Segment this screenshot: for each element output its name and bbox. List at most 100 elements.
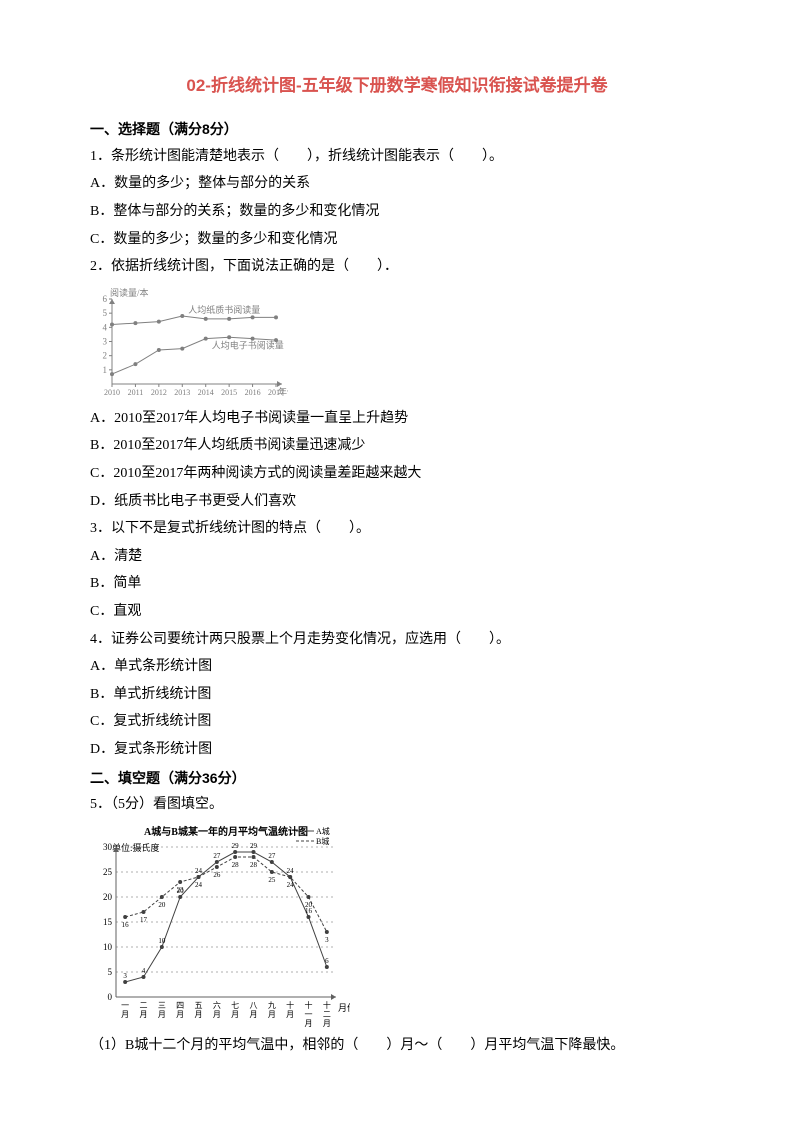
- q3-opt-b: B．简单: [90, 571, 704, 598]
- q2-opt-b: B．2010至2017年人均纸质书阅读量迅速减少: [90, 433, 704, 460]
- svg-text:月: 月: [250, 1010, 258, 1019]
- svg-text:24: 24: [287, 867, 295, 875]
- svg-text:24: 24: [195, 881, 203, 889]
- svg-text:三: 三: [158, 1001, 166, 1010]
- q4-opt-d: D．复式条形统计图: [90, 737, 704, 764]
- chart-temperature-svg: A城与B城某一年的月平均气温统计图A城B城单位:摄氏度510152025300一…: [90, 823, 350, 1029]
- svg-text:10: 10: [158, 937, 166, 945]
- svg-text:月: 月: [323, 1019, 331, 1028]
- svg-text:6: 6: [325, 957, 329, 965]
- svg-text:17: 17: [140, 916, 148, 924]
- svg-text:六: 六: [213, 1000, 221, 1010]
- svg-text:27: 27: [213, 852, 221, 860]
- svg-text:月: 月: [158, 1010, 166, 1019]
- svg-text:月: 月: [121, 1010, 129, 1019]
- q1-opt-b: B．整体与部分的关系；数量的多少和变化情况: [90, 199, 704, 226]
- q3-opt-c: C．直观: [90, 599, 704, 626]
- svg-text:5: 5: [108, 967, 113, 977]
- q4-text: 4．证券公司要统计两只股票上个月走势变化情况，应选用（ ）。: [90, 627, 704, 654]
- chart-reading: 阅读量/本12345620102011201220132014201520162…: [90, 285, 704, 402]
- svg-text:20: 20: [158, 901, 166, 909]
- svg-text:五: 五: [195, 1001, 203, 1010]
- svg-text:3: 3: [103, 336, 108, 346]
- svg-text:29: 29: [232, 842, 240, 850]
- svg-text:4: 4: [142, 967, 146, 975]
- svg-text:16: 16: [122, 921, 130, 929]
- svg-text:2010: 2010: [104, 388, 120, 397]
- svg-text:2014: 2014: [198, 388, 214, 397]
- svg-text:2011: 2011: [128, 388, 144, 397]
- svg-text:月: 月: [305, 1019, 313, 1028]
- svg-text:20: 20: [103, 892, 113, 902]
- svg-text:年份: 年份: [278, 386, 288, 397]
- svg-text:20: 20: [305, 901, 313, 909]
- svg-text:十: 十: [286, 1000, 294, 1010]
- svg-text:七: 七: [231, 1001, 239, 1010]
- svg-text:A城与B城某一年的月平均气温统计图: A城与B城某一年的月平均气温统计图: [144, 825, 308, 838]
- q1-opt-c: C．数量的多少；数量的多少和变化情况: [90, 227, 704, 254]
- svg-text:15: 15: [103, 917, 113, 927]
- svg-text:27: 27: [268, 852, 276, 860]
- svg-text:月: 月: [195, 1010, 203, 1019]
- q4-opt-c: C．复式折线统计图: [90, 709, 704, 736]
- section1-header: 一、选择题（满分8分）: [90, 116, 704, 143]
- svg-text:A城: A城: [316, 827, 330, 836]
- svg-text:人均纸质书阅读量: 人均纸质书阅读量: [188, 304, 260, 315]
- svg-text:单位:摄氏度: 单位:摄氏度: [112, 842, 160, 853]
- svg-text:二: 二: [323, 1010, 331, 1019]
- svg-text:26: 26: [213, 871, 221, 879]
- svg-text:3: 3: [325, 936, 329, 944]
- svg-text:月: 月: [213, 1010, 221, 1019]
- svg-text:月: 月: [140, 1010, 148, 1019]
- svg-text:6: 6: [103, 294, 108, 304]
- svg-text:24: 24: [287, 881, 295, 889]
- svg-text:30: 30: [103, 842, 113, 852]
- svg-text:29: 29: [250, 842, 258, 850]
- q4-opt-b: B．单式折线统计图: [90, 682, 704, 709]
- svg-text:一: 一: [121, 1001, 129, 1010]
- q3-opt-a: A．清楚: [90, 544, 704, 571]
- svg-text:3: 3: [123, 972, 127, 980]
- page-title: 02-折线统计图-五年级下册数学寒假知识衔接试卷提升卷: [90, 70, 704, 102]
- q2-opt-a: A．2010至2017年人均电子书阅读量一直呈上升趋势: [90, 406, 704, 433]
- svg-text:5: 5: [103, 308, 108, 318]
- q3-text: 3．以下不是复式折线统计图的特点（ ）。: [90, 516, 704, 543]
- q2-opt-c: C．2010至2017年两种阅读方式的阅读量差距越来越大: [90, 461, 704, 488]
- svg-text:阅读量/本: 阅读量/本: [110, 287, 149, 298]
- svg-text:月: 月: [231, 1010, 239, 1019]
- svg-text:四: 四: [176, 1001, 184, 1010]
- svg-text:九: 九: [268, 1001, 276, 1010]
- q5-text: 5．（5分）看图填空。: [90, 792, 704, 819]
- svg-text:23: 23: [177, 886, 185, 894]
- q5-sub1: （1）B城十二个月的平均气温中，相邻的（ ）月～（ ）月平均气温下降最快。: [90, 1033, 704, 1060]
- section2-header: 二、填空题（满分36分）: [90, 765, 704, 792]
- svg-text:25: 25: [103, 867, 113, 877]
- chart-reading-svg: 阅读量/本12345620102011201220132014201520162…: [90, 285, 288, 402]
- svg-text:10: 10: [103, 942, 113, 952]
- svg-text:2015: 2015: [221, 388, 237, 397]
- svg-text:2: 2: [103, 351, 108, 361]
- q1-opt-a: A．数量的多少；整体与部分的关系: [90, 171, 704, 198]
- svg-text:1: 1: [103, 365, 108, 375]
- svg-text:2016: 2016: [245, 388, 261, 397]
- svg-text:2012: 2012: [151, 388, 167, 397]
- svg-text:一: 一: [305, 1010, 313, 1019]
- svg-text:28: 28: [250, 861, 258, 869]
- chart-temperature: A城与B城某一年的月平均气温统计图A城B城单位:摄氏度510152025300一…: [90, 823, 704, 1029]
- q1-text: 1．条形统计图能清楚地表示（ ），折线统计图能表示（ ）。: [90, 144, 704, 171]
- q2-opt-d: D．纸质书比电子书更受人们喜欢: [90, 489, 704, 516]
- svg-text:24: 24: [195, 867, 203, 875]
- svg-text:25: 25: [268, 876, 276, 884]
- svg-text:十: 十: [323, 1000, 331, 1010]
- svg-text:月: 月: [268, 1010, 276, 1019]
- svg-text:月: 月: [286, 1010, 294, 1019]
- svg-text:人均电子书阅读量: 人均电子书阅读量: [212, 340, 284, 351]
- svg-text:月份: 月份: [338, 1002, 350, 1013]
- svg-text:月: 月: [176, 1010, 184, 1019]
- svg-text:二: 二: [140, 1001, 148, 1010]
- svg-text:0: 0: [108, 992, 113, 1002]
- q4-opt-a: A．单式条形统计图: [90, 654, 704, 681]
- svg-text:B城: B城: [316, 837, 329, 846]
- q2-text: 2．依据折线统计图，下面说法正确的是（ ）．: [90, 254, 704, 281]
- svg-text:28: 28: [232, 861, 240, 869]
